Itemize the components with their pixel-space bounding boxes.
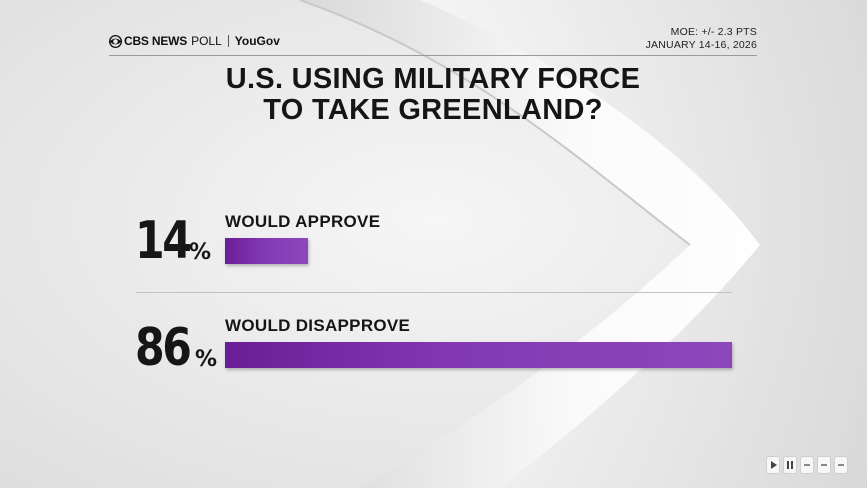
media-controls[interactable] — [766, 456, 848, 474]
row-divider — [136, 292, 732, 293]
more-icon[interactable] — [800, 456, 814, 474]
disapprove-value-label: 86 — [135, 318, 192, 378]
play-icon[interactable] — [766, 456, 780, 474]
brand-logo: CBS NEWS POLL YouGov — [109, 34, 280, 48]
disapprove-percent: 86 % — [135, 318, 217, 378]
more-icon-3[interactable] — [834, 456, 848, 474]
disapprove-bar — [225, 342, 732, 368]
disapprove-percent-sign: % — [195, 347, 218, 372]
brand-cbs-news: CBS NEWS — [124, 34, 188, 48]
poll-meta: MOE: +/- 2.3 PTS JANUARY 14-16, 2026 — [646, 26, 757, 52]
poll-dates: JANUARY 14-16, 2026 — [645, 39, 757, 51]
disapprove-category-label: WOULD DISAPPROVE — [225, 316, 411, 335]
pause-icon[interactable] — [783, 456, 797, 474]
approve-value-label: 14 — [135, 211, 192, 271]
chart-title-line-2: TO TAKE GREENLAND? — [263, 94, 603, 126]
more-icon-2[interactable] — [817, 456, 831, 474]
poll-header: CBS NEWS POLL YouGov MOE: +/- 2.3 PTS JA… — [109, 26, 757, 56]
margin-of-error: MOE: +/- 2.3 PTS — [670, 26, 757, 38]
chart-title: U.S. USING MILITARY FORCE TO TAKE GREENL… — [109, 64, 757, 126]
approve-category-label: WOULD APPROVE — [225, 212, 381, 231]
approve-bar — [225, 238, 308, 264]
cbs-eye-icon — [109, 34, 122, 48]
brand-separator — [227, 35, 229, 47]
brand-yougov: YouGov — [234, 34, 280, 48]
approve-percent-sign: % — [189, 240, 212, 265]
approve-percent: 14 % — [135, 211, 211, 271]
brand-poll: POLL — [191, 34, 222, 48]
chart-title-line-1: U.S. USING MILITARY FORCE — [225, 63, 641, 95]
